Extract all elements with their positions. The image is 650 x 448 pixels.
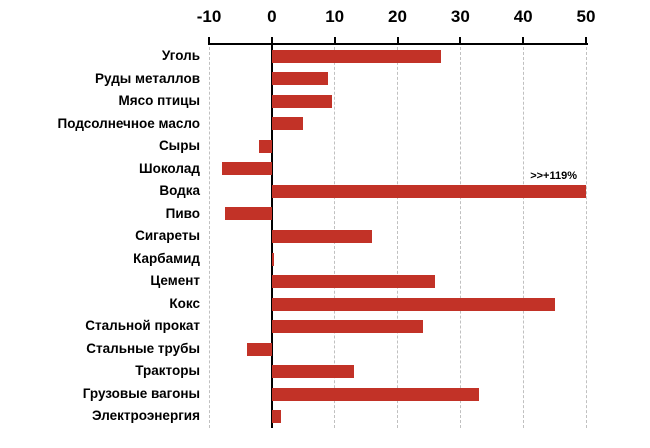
category-label-2: Мясо птицы [118,93,200,109]
category-label-7: Пиво [165,205,200,221]
bar-9 [271,252,274,266]
bar-12 [271,320,423,334]
bar-2 [271,94,332,108]
category-label-6: Водка [159,183,200,199]
x-tick-mark-0 [270,37,273,45]
bar-4 [259,139,272,153]
vodka-clip-annotation: >>+119% [530,170,577,182]
category-label-11: Кокс [169,295,200,311]
category-label-16: Электроэнергия [91,408,200,424]
gridline-40 [522,47,524,428]
gridline-50 [585,47,587,428]
bar-14 [271,365,354,379]
category-label-0: Уголь [161,48,200,63]
gridline-30 [459,47,461,428]
bar-16 [271,410,282,424]
x-tick-label-20: 20 [388,7,407,26]
x-tick-label-40: 40 [513,7,533,26]
x-tick-label-30: 30 [450,7,470,26]
category-label-8: Сигареты [135,228,200,244]
bar-13 [246,342,272,356]
bar-11 [271,297,555,311]
category-label-4: Сыры [158,138,200,154]
x-tick-mark-10 [333,37,336,45]
x-tick-label-50: 50 [576,7,596,26]
plot-area [208,45,587,428]
bar-15 [271,387,480,401]
gridline--10 [208,47,210,428]
x-tick-label-0: 0 [267,7,277,26]
bar-10 [271,275,436,289]
category-label-13: Стальные трубы [86,340,200,356]
bar-7 [224,207,272,221]
x-tick-mark--10 [208,37,210,45]
bar-0 [271,49,442,63]
bar-8 [271,230,373,243]
x-tick-label-10: 10 [325,7,345,26]
gridline-20 [397,47,398,428]
x-tick-mark-20 [396,37,399,45]
category-label-1: Руды металлов [95,70,200,86]
category-label-15: Грузовые вагоны [82,385,200,401]
bar-3 [271,117,304,131]
category-label-10: Цемент [150,273,200,289]
bar-1 [271,72,329,86]
bar-6 [271,184,586,198]
x-tick-mark-30 [459,37,462,45]
category-label-3: Подсолнечное масло [57,115,200,131]
x-tick-mark-50 [585,37,587,45]
bar-5 [221,162,272,176]
x-tick-label--10: -10 [196,7,222,26]
x-tick-mark-40 [522,37,525,45]
category-label-5: Шоколад [139,160,200,176]
category-label-12: Стальной прокат [85,318,200,334]
category-label-14: Тракторы [135,363,200,379]
category-label-9: Карбамид [133,250,200,266]
